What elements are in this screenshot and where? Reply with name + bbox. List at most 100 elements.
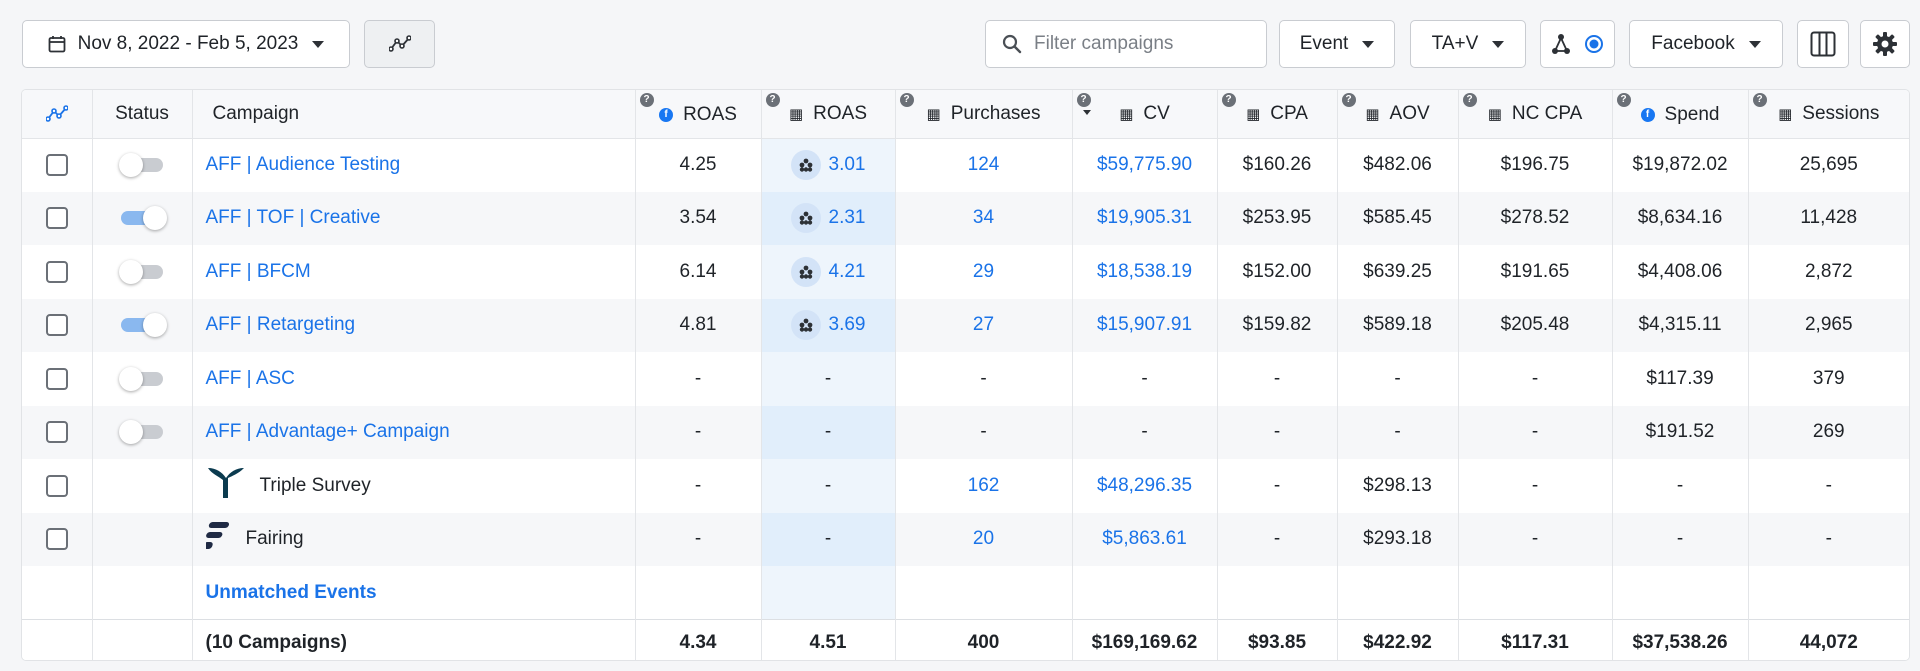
sessions-header[interactable]: ? ▦ Sessions [1748, 90, 1909, 139]
pixel-icon[interactable] [790, 150, 821, 180]
nc-cpa-value: $196.75 [1458, 138, 1613, 192]
row-checkbox[interactable] [45, 260, 68, 283]
campaign-header[interactable]: Campaign [192, 90, 636, 139]
chevron-down-icon [312, 40, 325, 48]
unmatched-events-row[interactable]: Unmatched Events [22, 566, 1909, 620]
nc-cpa-header[interactable]: ? ▦ NC CPA [1458, 90, 1613, 139]
purchases-header[interactable]: ? ▦ Purchases [895, 90, 1073, 139]
help-icon[interactable]: ? [1752, 93, 1767, 107]
purchases-value[interactable]: 29 [972, 260, 995, 282]
row-checkbox[interactable] [45, 314, 68, 337]
status-toggle[interactable] [119, 259, 163, 284]
cpa-value: - [1217, 512, 1338, 566]
search-box[interactable] [985, 20, 1267, 68]
status-cell [92, 138, 193, 192]
table-row[interactable]: Fairing - -20 $5,863.61- $293.18- - - [22, 512, 1909, 566]
row-checkbox[interactable] [45, 367, 68, 390]
help-icon[interactable]: ? [1616, 93, 1631, 107]
cpa-value: $253.95 [1217, 191, 1338, 245]
pixel-icon: ▦ [1487, 105, 1502, 123]
table-row[interactable]: Triple Survey - -162 $48,296.35- $298.13- - - [22, 459, 1909, 513]
status-toggle[interactable] [119, 152, 163, 177]
network-icon [1551, 34, 1570, 54]
campaign-link[interactable]: AFF | Audience Testing [205, 154, 401, 175]
roas-pixel-cell: - [761, 405, 896, 459]
table-row[interactable]: AFF | TOF | Creative 3.54 2.31 34 $19,905.31… [22, 191, 1909, 245]
status-header[interactable]: Status [92, 90, 193, 139]
help-icon[interactable]: ? [639, 93, 654, 107]
roas-pixel-value[interactable]: 2.31 [828, 207, 866, 229]
purchases-value[interactable]: 34 [972, 207, 995, 229]
campaign-link[interactable]: AFF | ASC [205, 367, 295, 389]
campaign-link[interactable]: AFF | Advantage+ Campaign [205, 421, 450, 443]
cv-value[interactable]: $19,905.31 [1096, 207, 1193, 229]
cv-value[interactable]: $59,775.90 [1096, 154, 1193, 175]
purchases-value[interactable]: 27 [972, 314, 995, 336]
aov-header[interactable]: ? ▦ AOV [1337, 90, 1459, 139]
nc-cpa-value: - [1458, 459, 1613, 513]
help-icon[interactable]: ? [1221, 93, 1236, 107]
help-icon[interactable]: ? [1341, 93, 1356, 107]
date-range-picker[interactable]: Nov 8, 2022 - Feb 5, 2023 [22, 20, 350, 68]
sessions-header-label: Sessions [1802, 102, 1880, 124]
table-row[interactable]: AFF | Advantage+ Campaign - - - - - - - $191.52 2… [22, 405, 1909, 459]
row-checkbox[interactable] [45, 153, 68, 176]
purchases-value[interactable]: 20 [972, 528, 995, 550]
row-checkbox[interactable] [45, 474, 68, 497]
cv-value[interactable]: $48,296.35 [1096, 474, 1193, 496]
search-input[interactable] [1034, 33, 1244, 55]
graph-toggle-button[interactable] [364, 20, 435, 68]
status-toggle[interactable] [119, 420, 163, 445]
table-header: Status Campaign ? f ROAS ? ▦ ROAS ? ▦ Purch… [22, 90, 1909, 139]
cv-header-label: CV [1143, 102, 1170, 124]
graph-select-header[interactable] [22, 90, 93, 139]
row-checkbox[interactable] [45, 528, 68, 551]
table-row[interactable]: AFF | BFCM 6.14 4.21 29 $18,538.19 $152.00 $63… [22, 245, 1909, 299]
purchases-value[interactable]: 162 [967, 474, 1000, 496]
cpa-value: $152.00 [1217, 245, 1338, 299]
pixel-icon[interactable] [790, 310, 821, 341]
roas-pixel-cell: 3.69 [761, 298, 896, 352]
cv-value[interactable]: $18,538.19 [1096, 260, 1193, 282]
roas-fb-header[interactable]: ? f ROAS [635, 90, 762, 139]
roas-pixel-cell: 4.21 [761, 245, 896, 299]
pixel-icon[interactable] [790, 203, 821, 234]
row-checkbox[interactable] [45, 207, 68, 230]
cv-header[interactable]: ? ▦ CV [1072, 90, 1218, 139]
settings-button[interactable] [1860, 20, 1910, 68]
spend-header[interactable]: ? f Spend [1612, 90, 1749, 139]
campaign-cell: AFF | Retargeting [192, 298, 636, 352]
model-toggle-button[interactable] [1540, 20, 1615, 68]
roas-pixel-header[interactable]: ? ▦ ROAS [761, 90, 896, 139]
table-row[interactable]: AFF | Retargeting 4.81 3.69 27 $15,907.91 $15… [22, 298, 1909, 352]
help-icon[interactable]: ? [899, 93, 914, 107]
spend-value: $8,634.16 [1612, 191, 1749, 245]
status-toggle[interactable] [121, 313, 167, 338]
roas-pixel-value[interactable]: 4.21 [828, 260, 866, 282]
unmatched-events-link[interactable]: Unmatched Events [205, 581, 377, 603]
columns-button[interactable] [1797, 20, 1849, 68]
spend-value: - [1612, 459, 1749, 513]
table-row[interactable]: AFF | Audience Testing 4.25 3.01 124 $59,775… [22, 138, 1909, 192]
cpa-header[interactable]: ? ▦ CPA [1217, 90, 1338, 139]
platform-dropdown[interactable]: Facebook [1629, 20, 1783, 68]
cv-value[interactable]: $5,863.61 [1102, 528, 1187, 550]
roas-pixel-value[interactable]: 3.69 [828, 314, 866, 336]
help-icon[interactable]: ? [1076, 93, 1091, 107]
help-icon[interactable]: ? [1462, 93, 1477, 107]
roas-pixel-value[interactable]: 3.01 [828, 154, 866, 175]
attribution-dropdown[interactable]: TA+V [1410, 20, 1526, 68]
campaign-link[interactable]: AFF | BFCM [205, 260, 311, 282]
purchases-value[interactable]: 124 [967, 154, 1000, 175]
cv-value[interactable]: $15,907.91 [1096, 314, 1193, 336]
campaign-link[interactable]: AFF | TOF | Creative [205, 207, 381, 229]
campaign-link[interactable]: AFF | Retargeting [205, 314, 356, 336]
help-icon[interactable]: ? [765, 93, 780, 107]
status-toggle[interactable] [121, 206, 167, 231]
table-row[interactable]: AFF | ASC - - - - - - - $117.39 379 [22, 352, 1909, 406]
nc-cpa-value: - [1458, 512, 1613, 566]
row-checkbox[interactable] [45, 421, 68, 444]
pixel-icon[interactable] [790, 256, 821, 287]
event-dropdown[interactable]: Event [1279, 20, 1395, 68]
status-toggle[interactable] [119, 366, 163, 391]
